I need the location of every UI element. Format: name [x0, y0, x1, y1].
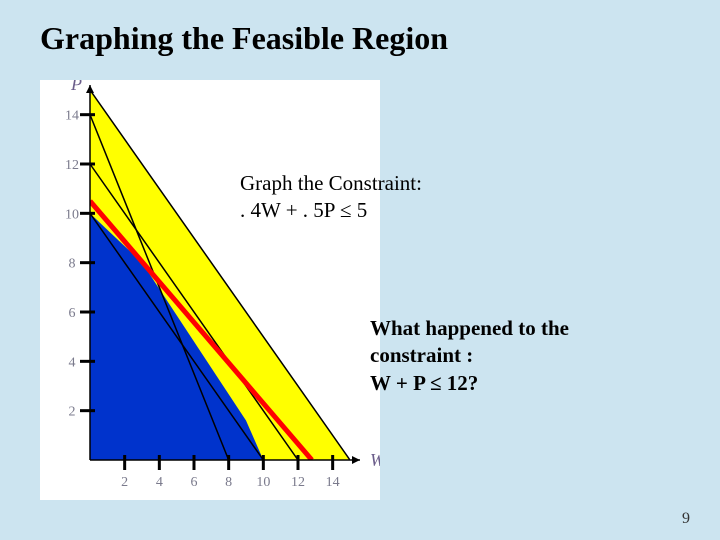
svg-text:10: 10 — [65, 207, 79, 222]
svg-text:12: 12 — [65, 158, 79, 173]
question-line2: constraint : — [370, 342, 569, 369]
svg-text:6: 6 — [191, 475, 198, 490]
question-line3: W + P ≤ 12? — [370, 370, 569, 397]
svg-text:2: 2 — [69, 405, 76, 420]
constraint-line2: . 4W + . 5P ≤ 5 — [240, 197, 422, 224]
question-annotation: What happened to the constraint : W + P … — [370, 315, 569, 397]
constraint-annotation: Graph the Constraint: . 4W + . 5P ≤ 5 — [240, 170, 422, 225]
svg-text:2: 2 — [121, 475, 128, 490]
svg-text:W: W — [370, 450, 380, 470]
svg-text:14: 14 — [65, 109, 79, 124]
svg-text:4: 4 — [156, 475, 163, 490]
svg-text:4: 4 — [69, 355, 76, 370]
constraint-line1: Graph the Constraint: — [240, 170, 422, 197]
slide-title: Graphing the Feasible Region — [40, 20, 448, 57]
svg-text:8: 8 — [69, 257, 76, 272]
svg-text:8: 8 — [225, 475, 232, 490]
page-number: 9 — [682, 510, 690, 528]
svg-text:P: P — [70, 80, 82, 94]
svg-text:6: 6 — [69, 306, 76, 321]
question-line1: What happened to the — [370, 315, 569, 342]
svg-text:14: 14 — [326, 475, 340, 490]
svg-text:12: 12 — [291, 475, 305, 490]
svg-text:10: 10 — [256, 475, 270, 490]
feasibility-chart: 2 4 6 8 10 12 14 2 4 6 8 10 12 14 W P — [40, 80, 380, 500]
